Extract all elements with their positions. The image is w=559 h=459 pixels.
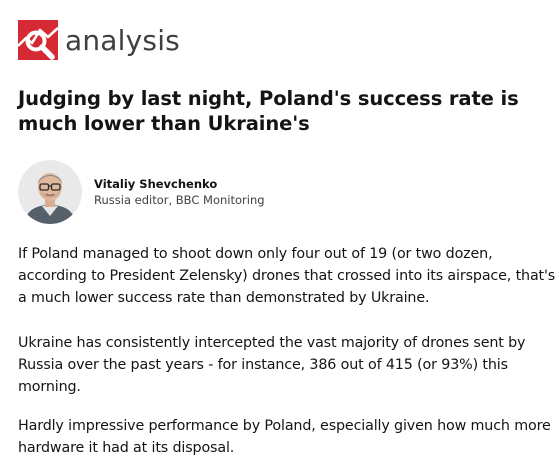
author-role: Russia editor, BBC Monitoring (94, 192, 265, 207)
analysis-brand: analysis (18, 20, 180, 60)
author-info: Vitaliy Shevchenko Russia editor, BBC Mo… (94, 177, 265, 208)
headline: Judging by last night, Poland's success … (18, 87, 519, 135)
byline: Vitaliy Shevchenko Russia editor, BBC Mo… (18, 160, 265, 224)
paragraph: Ukraine has consistently intercepted the… (18, 335, 526, 395)
magnifier-chart-icon (18, 20, 58, 60)
paragraph: If Poland managed to shoot down only fou… (18, 246, 556, 306)
author-avatar (18, 160, 82, 224)
section-label: analysis (65, 24, 180, 57)
author-name: Vitaliy Shevchenko (94, 176, 218, 191)
paragraph: Hardly impressive performance by Poland,… (18, 418, 551, 456)
